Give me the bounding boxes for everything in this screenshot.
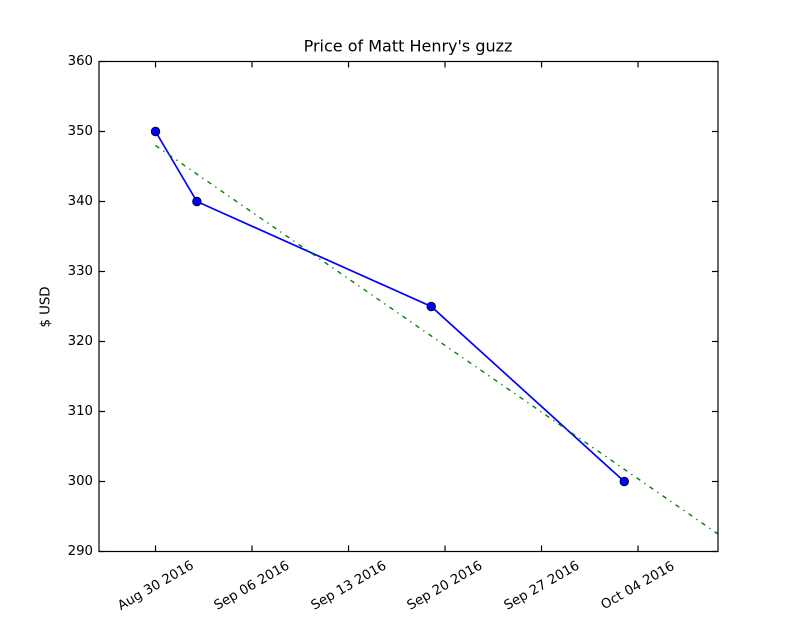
y-tick-label: 320: [67, 333, 93, 349]
y-tick-label: 340: [67, 193, 93, 209]
y-tick-label: 310: [67, 403, 93, 419]
trend-line: [155, 144, 719, 535]
y-tick-label: 290: [67, 543, 93, 559]
y-tick-label: 330: [67, 263, 93, 279]
price-marker: [150, 126, 161, 137]
y-tick-label: 300: [67, 473, 93, 489]
y-tick-label: 350: [67, 123, 93, 139]
price-marker: [426, 301, 436, 312]
y-axis-label: $ USD: [38, 286, 54, 328]
price-marker: [192, 196, 202, 207]
price-marker: [619, 476, 629, 487]
plot-frame: [98, 60, 719, 553]
price-line: [154, 131, 625, 483]
chart-title: Price of Matt Henry's guzz: [303, 36, 513, 56]
y-tick-label: 360: [67, 53, 93, 69]
